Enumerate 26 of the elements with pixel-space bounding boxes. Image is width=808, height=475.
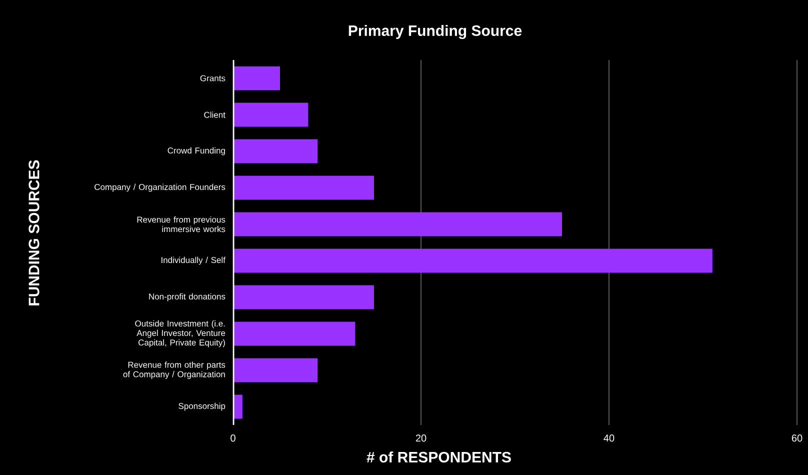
bar [233, 212, 562, 236]
bar [233, 102, 308, 127]
y-axis-title: FUNDING SOURCES [28, 160, 40, 306]
bar [233, 139, 318, 164]
bar [233, 248, 712, 273]
x-tick-label: 0 [230, 434, 236, 442]
y-tick-label: Sponsorship [178, 402, 226, 411]
y-tick-label: Revenue from previous immersive works [137, 216, 226, 232]
chart-title: Primary Funding Source [348, 24, 522, 40]
bar [233, 176, 374, 200]
y-tick-label: Revenue from other parts of Company / Organization [123, 362, 226, 379]
bar [233, 322, 356, 346]
y-tick-label: Client [204, 112, 226, 118]
y-tick-label: Non-profit donations [149, 293, 226, 302]
bar [233, 358, 318, 382]
x-tick-label: 20 [416, 434, 426, 442]
x-axis-title: # of RESPONDENTS [366, 451, 511, 462]
bar [233, 66, 280, 90]
x-tick-label: 60 [792, 434, 802, 442]
x-tick-label: 40 [604, 434, 614, 442]
y-tick-label: Company / Organization Founders [94, 184, 226, 192]
y-tick-label: Grants [200, 75, 226, 82]
y-tick-label: Outside Investment (i.e. Angel Investor, Venture Capital, Private Equity) [135, 320, 226, 348]
y-tick-label: Individually / Self [162, 256, 226, 265]
bar [233, 285, 374, 310]
y-tick-label: Crowd Funding [168, 147, 225, 156]
